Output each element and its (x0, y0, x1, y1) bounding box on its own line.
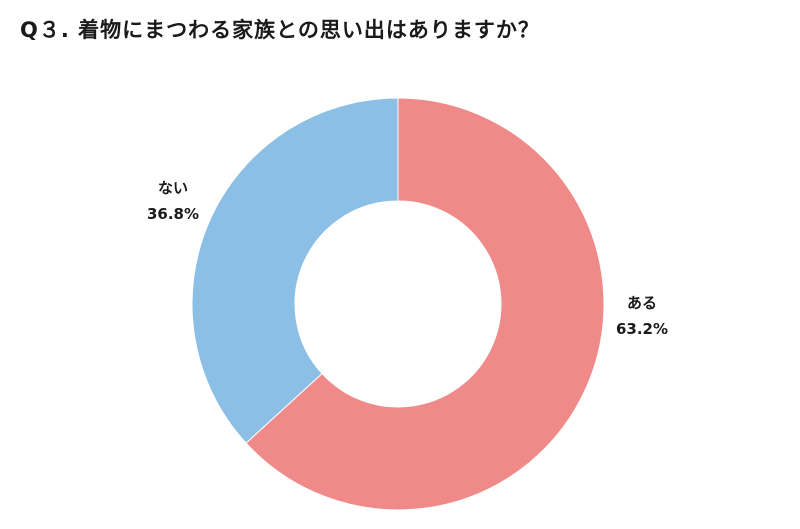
slice-value-label-0: 63.2% (616, 320, 668, 338)
pie-slice-0 (245, 97, 605, 511)
pie-slice-1 (191, 97, 399, 444)
slice-label-0: ある (627, 294, 657, 312)
slice-label-1: ない (158, 179, 188, 197)
slice-value-label-1: 36.8% (147, 205, 199, 223)
chart-title: Q３. 着物にまつわる家族との思い出はありますか？ (20, 18, 540, 42)
